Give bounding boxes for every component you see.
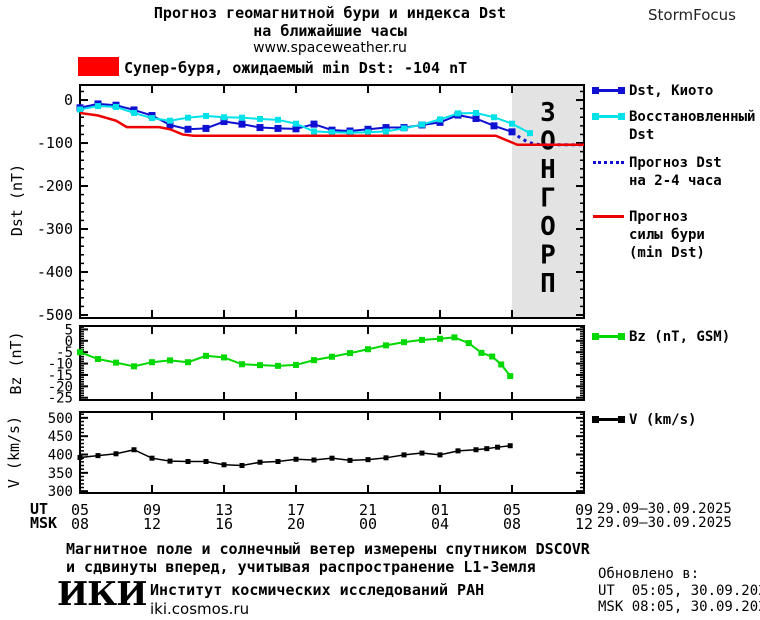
dst-series xyxy=(79,111,584,147)
legend-swatch-dst-kyoto-icon xyxy=(592,87,625,95)
page-subtitle: на ближайшие часы xyxy=(253,22,407,40)
legend-item-storm-forecast: Прогноз силы бури (min Dst) xyxy=(593,208,705,262)
svg-text:-300: -300 xyxy=(37,220,73,238)
svg-text:-500: -500 xyxy=(37,306,73,324)
legend-swatch-bz-icon xyxy=(592,333,625,341)
legend-swatch-storm-forecast-icon xyxy=(593,213,624,221)
storm-warning-text: Супер-буря, ожидаемый min Dst: -104 nT xyxy=(124,59,468,77)
dst-series xyxy=(511,130,584,147)
ut-hour-label: 05 xyxy=(503,501,521,519)
ut-date-range: 29.09–30.09.2025 xyxy=(597,501,732,517)
svg-text:-20: -20 xyxy=(48,379,73,395)
legend-label: на 2-4 часа xyxy=(629,173,722,189)
dst-series xyxy=(79,105,531,135)
msk-hour-label: 08 xyxy=(503,515,521,533)
storm-level-swatch xyxy=(78,57,119,76)
svg-text:0: 0 xyxy=(65,334,73,350)
msk-hour-label: 16 xyxy=(215,515,233,533)
legend-label: Прогноз xyxy=(629,209,689,225)
svg-text:450: 450 xyxy=(48,429,73,445)
msk-hour-label: 12 xyxy=(143,515,161,533)
bz-series xyxy=(79,336,511,377)
bz-panel: 50-5-10-15-20-25 xyxy=(48,322,585,407)
institute-url: iki.cosmos.ru xyxy=(150,600,250,618)
svg-text:-200: -200 xyxy=(37,177,73,195)
legend-item-dst-restored: Восстановленный Dst xyxy=(592,108,756,144)
svg-text:О: О xyxy=(540,212,556,242)
legend-item-dst-kyoto: Dst, Киото xyxy=(592,82,714,100)
updated-ut: UT 05:05, 30.09.2025 xyxy=(598,583,760,599)
svg-text:О: О xyxy=(540,127,556,157)
svg-text:Г: Г xyxy=(540,184,556,214)
legend-label: Dst, Киото xyxy=(629,83,714,99)
ut-hour-label: 01 xyxy=(431,501,449,519)
dst-axis-label: Dst (nT) xyxy=(8,163,26,237)
ut-hour-label: 09 xyxy=(575,501,593,519)
legend-item-bz: Bz (nT, GSM) xyxy=(592,328,731,346)
page-title-block: Прогноз геомагнитной бури и индекса Dst … xyxy=(0,4,660,57)
legend-label: Прогноз Dst xyxy=(629,155,722,171)
svg-text:-5: -5 xyxy=(56,345,73,361)
institute-name: Институт космических исследований РАН xyxy=(150,581,485,599)
legend-label: Bz (nT, GSM) xyxy=(629,329,731,345)
msk-axis-prefix: MSK xyxy=(30,514,58,532)
legend-label: V (km/s) xyxy=(629,412,697,428)
svg-text:0: 0 xyxy=(64,91,73,109)
footer-note-line2: и сдвинуты вперед, учитывая распростране… xyxy=(66,558,536,576)
svg-text:300: 300 xyxy=(48,484,73,500)
msk-hour-label: 12 xyxy=(575,515,593,533)
v-axis-label: V (km/s) xyxy=(5,415,23,489)
msk-hour-label: 20 xyxy=(287,515,305,533)
legend-item-dst-forecast: Прогноз Dst на 2-4 часа xyxy=(593,154,722,190)
legend-swatch-dst-restored-icon xyxy=(592,113,625,121)
svg-text:-15: -15 xyxy=(48,368,73,384)
svg-text:400: 400 xyxy=(48,448,73,464)
svg-text:П: П xyxy=(540,269,556,299)
svg-text:-25: -25 xyxy=(48,391,73,407)
ut-axis-prefix: UT xyxy=(30,500,49,518)
page-title: Прогноз геомагнитной бури и индекса Dst xyxy=(153,4,507,22)
ut-hour-label: 09 xyxy=(143,501,161,519)
website-link: www.spaceweather.ru xyxy=(253,40,407,56)
ut-hour-label: 21 xyxy=(359,501,377,519)
ut-hour-label: 05 xyxy=(71,501,89,519)
msk-hour-label: 08 xyxy=(71,515,89,533)
ut-hour-label: 17 xyxy=(287,501,305,519)
msk-hour-label: 00 xyxy=(359,515,377,533)
legend-swatch-v-icon xyxy=(592,416,625,424)
legend-item-v: V (km/s) xyxy=(592,411,697,429)
svg-text:-10: -10 xyxy=(48,357,73,373)
svg-text:-400: -400 xyxy=(37,263,73,281)
legend-label: Восстановленный xyxy=(629,109,756,125)
svg-text:500: 500 xyxy=(48,411,73,427)
bz-axis-label: Bz (nT) xyxy=(7,331,25,395)
legend-label: силы бури xyxy=(629,227,705,243)
svg-text:З: З xyxy=(540,98,556,128)
svg-text:Р: Р xyxy=(540,241,556,271)
iki-logo: ИКИ xyxy=(57,574,147,613)
legend-label: (min Dst) xyxy=(629,245,705,261)
msk-date-range: 29.09–30.09.2025 xyxy=(597,515,732,531)
updated-msk: MSK 08:05, 30.09.2025 xyxy=(598,599,760,615)
msk-hour-label: 04 xyxy=(431,515,449,533)
footer-note-line1: Магнитное поле и солнечный ветер измерен… xyxy=(66,540,590,558)
v-panel: 500 450 400 350 300 xyxy=(48,411,585,500)
legend-swatch-dst-forecast-icon xyxy=(593,159,624,167)
brand-label: StormFocus xyxy=(648,6,736,24)
v-series xyxy=(79,444,511,467)
svg-text:-100: -100 xyxy=(37,134,73,152)
svg-text:5: 5 xyxy=(65,322,73,338)
updated-label: Обновлено в: xyxy=(598,566,700,582)
legend-label: Dst xyxy=(629,127,655,143)
ut-hour-label: 13 xyxy=(215,501,233,519)
svg-text:350: 350 xyxy=(48,466,73,482)
svg-text:Н: Н xyxy=(540,155,556,185)
